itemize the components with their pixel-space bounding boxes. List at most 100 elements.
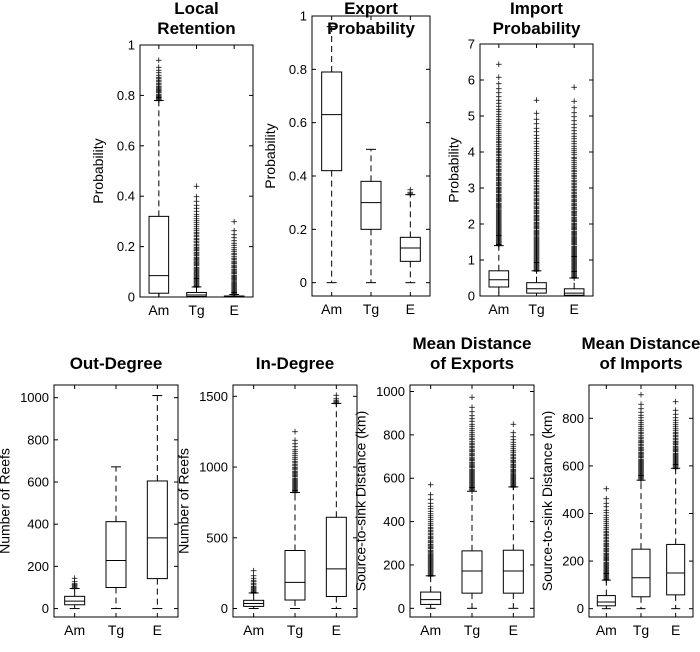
- outlier-marker: +: [533, 237, 541, 247]
- chart-title-line: Retention: [157, 19, 235, 38]
- outlier-marker: +: [672, 430, 680, 440]
- outlier-marker: +: [495, 239, 503, 249]
- outlier-marker: +: [603, 539, 611, 549]
- outlier-marker: +: [570, 192, 578, 202]
- outlier-marker: +: [570, 129, 578, 139]
- y-tick-label: 600: [383, 471, 405, 486]
- outlier-marker: +: [672, 447, 680, 457]
- outlier-marker: +: [193, 210, 201, 220]
- outlier-marker: +: [495, 214, 503, 224]
- outlier-marker: +: [603, 546, 611, 556]
- outlier-marker: +: [495, 162, 503, 172]
- outlier-marker: +: [427, 546, 435, 556]
- chart-title-line: Probability: [493, 19, 581, 38]
- outlier-marker: +: [155, 94, 163, 104]
- outlier-marker: +: [495, 171, 503, 181]
- outlier-marker: +: [495, 158, 503, 168]
- outlier-marker: +: [495, 223, 503, 233]
- outlier-marker: +: [193, 204, 201, 214]
- outlier-marker: +: [495, 186, 503, 196]
- outlier-marker: +: [570, 97, 578, 107]
- outlier-marker: +: [427, 544, 435, 554]
- outlier-marker: +: [510, 428, 518, 438]
- outlier-marker: +: [495, 197, 503, 207]
- outlier-marker: +: [603, 559, 611, 569]
- outlier-marker: +: [468, 428, 476, 438]
- outlier-marker: +: [672, 434, 680, 444]
- outlier-marker: +: [603, 575, 611, 585]
- outlier-marker: +: [495, 60, 503, 70]
- outlier-marker: +: [672, 423, 680, 433]
- outlier-marker: +: [570, 218, 578, 228]
- outlier-marker: +: [230, 243, 238, 253]
- outlier-marker: +: [427, 556, 435, 566]
- outlier-marker: +: [495, 216, 503, 226]
- outlier-marker: +: [570, 267, 578, 277]
- outlier-marker: +: [510, 483, 518, 493]
- box-Am: ++++++++++++++++++++++++++: [148, 56, 170, 298]
- iqr-box: [360, 180, 382, 230]
- outlier-marker: +: [603, 485, 611, 495]
- outlier-marker: +: [193, 237, 201, 247]
- outlier-marker: +: [570, 132, 578, 142]
- x-tick-label: E: [569, 301, 578, 317]
- outlier-marker: +: [510, 472, 518, 482]
- outlier-marker: +: [468, 468, 476, 478]
- outlier-marker: +: [495, 159, 503, 169]
- outlier-marker: +: [495, 215, 503, 225]
- outlier-marker: +: [495, 193, 503, 203]
- outlier-marker: +: [71, 584, 79, 594]
- outlier-marker: +: [495, 201, 503, 211]
- outlier-marker: +: [637, 447, 645, 457]
- outlier-marker: +: [230, 251, 238, 261]
- outlier-marker: +: [533, 243, 541, 253]
- outlier-markers: ++++++++++++++++++++++++++++++++++++++++…: [495, 60, 503, 252]
- outlier-marker: +: [427, 553, 435, 563]
- outlier-marker: +: [468, 454, 476, 464]
- outlier-marker: +: [193, 268, 201, 278]
- outlier-marker: +: [468, 458, 476, 468]
- outlier-marker: +: [230, 249, 238, 259]
- outlier-marker: +: [468, 444, 476, 454]
- outlier-marker: +: [570, 247, 578, 257]
- outlier-marker: +: [230, 279, 238, 289]
- outlier-marker: +: [495, 156, 503, 166]
- outlier-marker: +: [495, 230, 503, 240]
- outlier-marker: +: [193, 212, 201, 222]
- outlier-marker: +: [291, 469, 299, 479]
- outlier-marker: +: [193, 239, 201, 249]
- outlier-marker: +: [333, 394, 341, 404]
- outlier-marker: +: [570, 179, 578, 189]
- outlier-marker: +: [468, 470, 476, 480]
- outlier-marker: +: [495, 177, 503, 187]
- outlier-marker: +: [570, 196, 578, 206]
- outlier-marker: +: [427, 570, 435, 580]
- outlier-marker: +: [427, 526, 435, 536]
- outlier-marker: +: [603, 544, 611, 554]
- outlier-marker: +: [291, 452, 299, 462]
- outlier-marker: +: [570, 257, 578, 267]
- outlier-marker: +: [230, 284, 238, 294]
- outlier-marker: +: [468, 471, 476, 481]
- outlier-marker: +: [637, 453, 645, 463]
- outlier-marker: +: [570, 232, 578, 242]
- outlier-marker: +: [427, 563, 435, 573]
- outlier-marker: +: [510, 471, 518, 481]
- outlier-marker: +: [570, 223, 578, 233]
- outlier-marker: +: [193, 282, 201, 292]
- outlier-marker: +: [427, 550, 435, 560]
- outlier-marker: +: [570, 274, 578, 284]
- outlier-marker: +: [603, 535, 611, 545]
- outlier-marker: +: [230, 226, 238, 236]
- outlier-marker: +: [570, 195, 578, 205]
- outlier-marker: +: [603, 545, 611, 555]
- outlier-marker: +: [637, 424, 645, 434]
- outlier-marker: +: [291, 436, 299, 446]
- outlier-marker: +: [230, 272, 238, 282]
- outlier-marker: +: [495, 233, 503, 243]
- outlier-marker: +: [495, 190, 503, 200]
- outlier-marker: +: [495, 240, 503, 250]
- outlier-marker: +: [495, 122, 503, 132]
- outlier-marker: +: [603, 530, 611, 540]
- outlier-marker: +: [155, 89, 163, 99]
